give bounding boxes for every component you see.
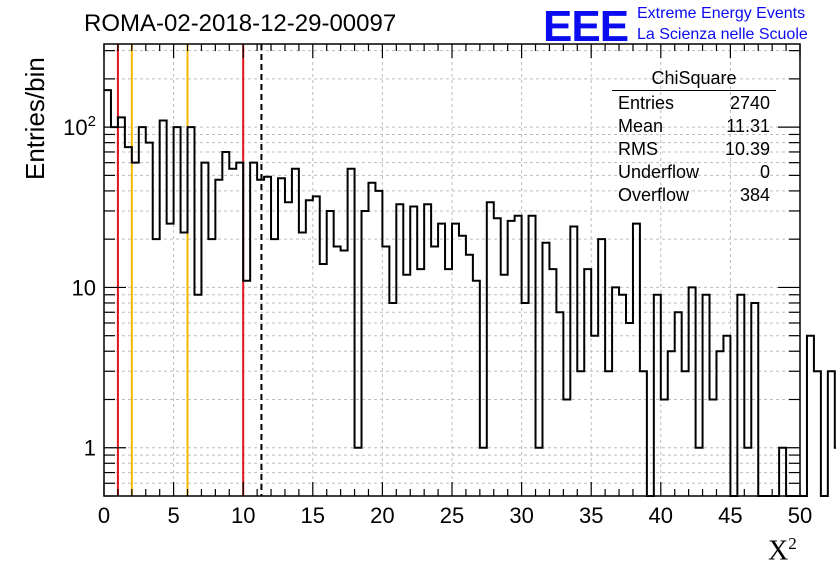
x-tick-label: 10 (231, 503, 255, 528)
grid-lines (104, 44, 800, 497)
x-tick-label: 30 (509, 503, 533, 528)
x-tick-label: 15 (301, 503, 325, 528)
reference-lines (116, 44, 263, 496)
x-axis-label-base: X (768, 535, 789, 567)
stats-row-underflow: Underflow 0 (612, 161, 776, 184)
stats-row-mean: Mean 11.31 (612, 115, 776, 138)
x-tick-label: 50 (788, 503, 812, 528)
stats-value: 384 (739, 185, 770, 205)
stats-label: Entries (618, 93, 675, 113)
x-tick-label: 5 (167, 503, 179, 528)
stats-title: ChiSquare (612, 68, 776, 91)
stats-row-entries: Entries 2740 (612, 92, 776, 115)
y-tick-label: 10 (72, 275, 96, 300)
chart-title: ROMA-02-2018-12-29-00097 (84, 10, 397, 37)
y-tick-label: 102 (63, 113, 96, 140)
x-tick-label: 25 (440, 503, 464, 528)
stats-box: ChiSquare Entries 2740 Mean 11.31 RMS 10.39… (612, 68, 776, 207)
y-tick-label: 1 (84, 436, 96, 461)
stats-label: Mean (618, 116, 664, 136)
stats-label: Underflow (618, 162, 700, 182)
eee-logo: EEE (543, 2, 629, 51)
stats-label: Overflow (618, 185, 690, 205)
y-tick-label-sup: 2 (88, 113, 96, 130)
stats-label: RMS (618, 139, 658, 159)
x-tick-label: 40 (649, 503, 673, 528)
x-tick-label: 20 (370, 503, 394, 528)
x-tick-label: 45 (718, 503, 742, 528)
x-axis-label-sup: 2 (788, 534, 797, 553)
x-axis-label: X2 (768, 534, 797, 567)
stats-value: 2740 (729, 93, 770, 113)
logo-line-1: Extreme Energy Events (637, 5, 806, 22)
stats-value: 11.31 (726, 116, 770, 136)
axis-ticks (103, 44, 801, 497)
x-tick-label: 35 (579, 503, 603, 528)
x-tick-label: 0 (98, 503, 110, 528)
y-axis-label: Entries/bin (20, 57, 50, 180)
logo-line-2: La Scienza nelle Scuole (637, 26, 808, 43)
stats-row-overflow: Overflow 384 (612, 184, 776, 207)
histogram-outline (104, 89, 836, 497)
stats-row-rms: RMS 10.39 (612, 138, 776, 161)
stats-value: 10.39 (724, 139, 770, 159)
stats-value: 0 (759, 162, 770, 182)
